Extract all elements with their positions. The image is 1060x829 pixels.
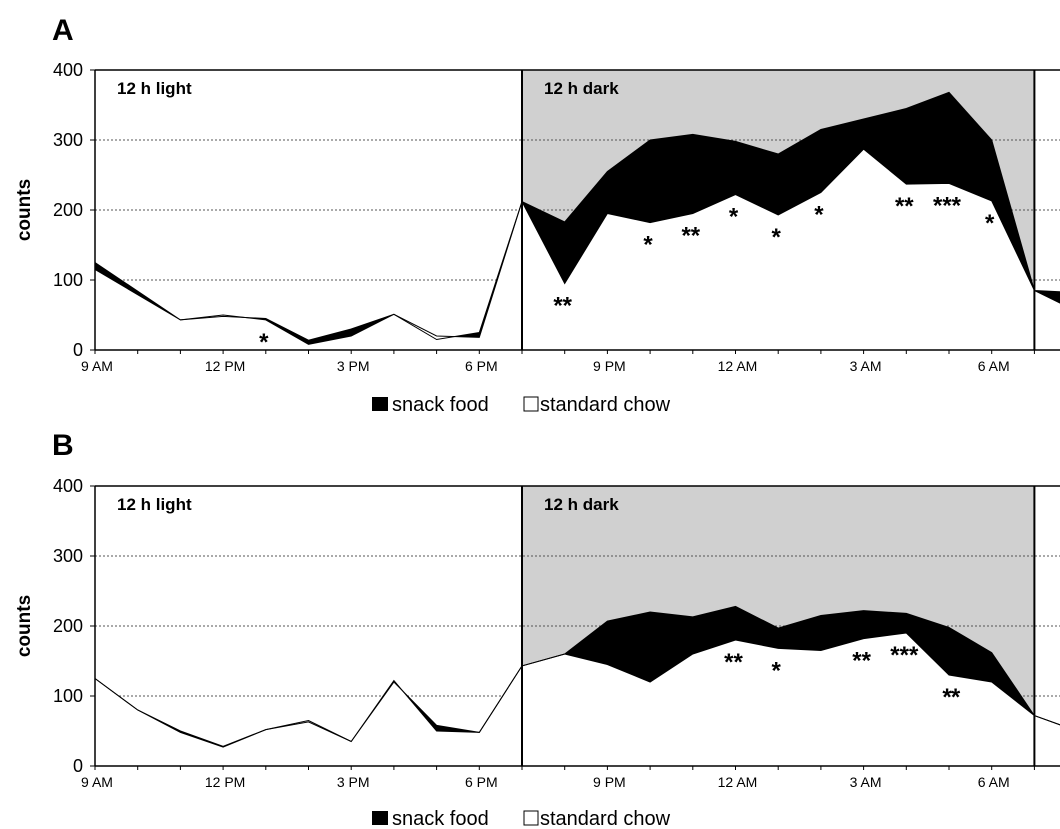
y-tick-label: 100 [53, 686, 83, 706]
legend-swatch-chow [523, 396, 539, 412]
phase-label: 12 h light [117, 495, 192, 514]
x-tick-label: 9 AM [81, 358, 113, 374]
y-tick-label: 100 [53, 270, 83, 290]
significance-marker: ** [681, 223, 700, 250]
significance-marker: * [259, 329, 269, 356]
snack-food-line [94, 91, 1060, 341]
significance-marker: * [942, 684, 952, 711]
x-tick-label: 12 AM [718, 358, 758, 374]
significance-marker: ** [852, 648, 871, 675]
phase-label: 12 h light [117, 79, 192, 98]
significance-marker: ** [553, 293, 572, 320]
x-tick-label: 6 PM [465, 358, 498, 374]
legend-swatch-snack [372, 811, 388, 825]
x-tick-label: 3 PM [337, 774, 370, 790]
x-tick-label: 12 AM [718, 774, 758, 790]
y-axis-label: counts [14, 595, 35, 657]
x-tick-label: 12 PM [205, 774, 245, 790]
legend-label-chow: standard chow [540, 808, 671, 829]
significance-marker: * [985, 210, 995, 237]
significance-marker: * [772, 224, 782, 251]
y-tick-label: 200 [53, 200, 83, 220]
significance-marker: * [772, 657, 782, 684]
significance-marker: ** [895, 193, 914, 220]
legend-label-chow: standard chow [540, 394, 671, 416]
standard-chow-area [95, 149, 1060, 350]
significance-marker: *** [890, 642, 919, 669]
panel-letter: B [52, 429, 74, 462]
phase-label: 12 h dark [544, 79, 619, 98]
significance-marker: * [951, 684, 961, 711]
x-tick-label: 9 PM [593, 774, 626, 790]
phase-label: 12 h dark [544, 495, 619, 514]
y-axis-label: counts [14, 179, 35, 241]
y-tick-label: 0 [73, 756, 83, 776]
x-tick-label: 3 PM [337, 358, 370, 374]
y-tick-label: 400 [53, 60, 83, 80]
standard-chow-area [95, 633, 1060, 766]
x-tick-label: 9 AM [81, 774, 113, 790]
x-tick-label: 3 AM [850, 358, 882, 374]
panel-letter: A [52, 14, 74, 47]
standard-chow-line [94, 148, 1060, 345]
y-tick-label: 300 [53, 130, 83, 150]
y-tick-label: 400 [53, 476, 83, 496]
significance-marker: ** [724, 649, 743, 676]
snack-food-line [94, 605, 1060, 747]
x-tick-label: 12 PM [205, 358, 245, 374]
y-tick-label: 300 [53, 546, 83, 566]
significance-marker: * [814, 202, 824, 229]
significance-marker: * [643, 232, 653, 259]
x-tick-label: 6 PM [465, 774, 498, 790]
significance-marker: *** [933, 192, 962, 219]
legend-label-snack: snack food [392, 394, 489, 416]
legend-swatch-snack [372, 397, 388, 411]
x-tick-label: 9 PM [593, 358, 626, 374]
y-tick-label: 200 [53, 616, 83, 636]
x-tick-label: 6 AM [978, 358, 1010, 374]
legend-swatch-chow [523, 810, 539, 826]
significance-marker: * [729, 204, 739, 231]
legend-label-snack: snack food [392, 808, 489, 829]
x-tick-label: 3 AM [850, 774, 882, 790]
x-tick-label: 6 AM [978, 774, 1010, 790]
y-tick-label: 0 [73, 340, 83, 360]
